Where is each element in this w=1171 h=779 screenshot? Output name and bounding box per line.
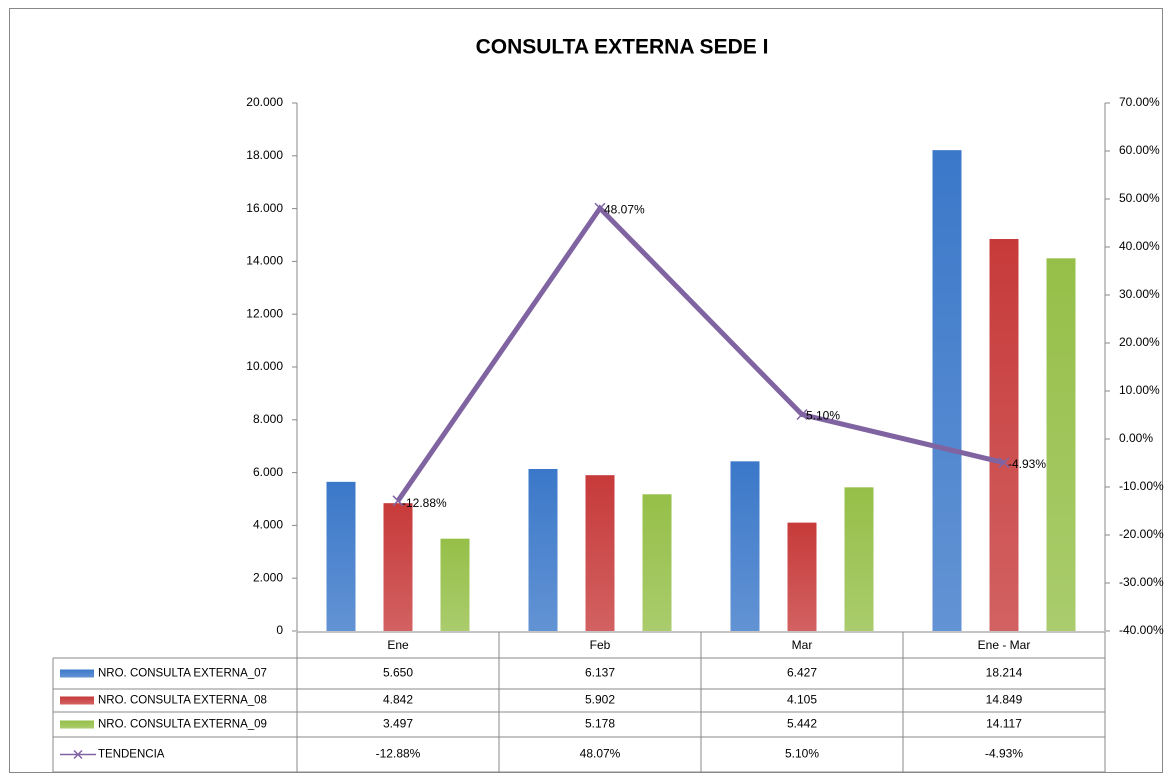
y-tick-label: 6.000 <box>253 465 283 479</box>
legend-key <box>60 720 94 729</box>
legend-label: NRO. CONSULTA EXTERNA_07 <box>98 668 267 680</box>
table-cell: 5.442 <box>787 717 817 731</box>
bar <box>730 461 760 631</box>
bar <box>585 475 615 631</box>
table-cell: 48.07% <box>580 747 621 761</box>
marker <box>392 495 404 507</box>
table-cell: 3.497 <box>383 717 413 731</box>
bar <box>932 150 962 632</box>
table-cell: 4.842 <box>383 693 413 707</box>
trend-line <box>395 204 1005 503</box>
table-cell: 14.849 <box>986 693 1023 707</box>
legend-label: TENDENCIA <box>98 749 165 761</box>
bar <box>642 494 672 631</box>
y2-tick-label: 50.00% <box>1119 191 1160 205</box>
y2-tick-label: -40.00% <box>1119 623 1164 637</box>
table-cell: 5.902 <box>585 693 615 707</box>
y-tick-label: 12.000 <box>246 306 283 320</box>
y-tick-label: 20.000 <box>246 95 283 109</box>
y2-tick-label: 60.00% <box>1119 143 1160 157</box>
y-tick-label: 14.000 <box>246 254 283 268</box>
table-cell: 6.137 <box>585 666 615 680</box>
y2-tick-label: 10.00% <box>1119 383 1160 397</box>
y-tick-label: 10.000 <box>246 359 283 373</box>
y-tick-label: 8.000 <box>253 412 283 426</box>
y2-tick-label: 20.00% <box>1119 335 1160 349</box>
legend-label: NRO. CONSULTA EXTERNA_09 <box>98 719 267 731</box>
table-cell: -12.88% <box>376 747 421 761</box>
y2-tick-label: -20.00% <box>1119 527 1164 541</box>
y-tick-label: 4.000 <box>253 518 283 532</box>
bar <box>989 238 1019 632</box>
bar <box>383 503 413 631</box>
y2-tick-label: 70.00% <box>1119 95 1160 109</box>
table-cell: 6.427 <box>787 666 817 680</box>
x-tick-label: Ene - Mar <box>978 638 1031 652</box>
x-tick-label: Feb <box>590 638 611 652</box>
data-label: 48.07% <box>604 202 645 216</box>
table-cell: 14.117 <box>986 717 1022 731</box>
y-tick-label: 2.000 <box>253 570 283 584</box>
y2-tick-label: -10.00% <box>1119 479 1164 493</box>
legend-label: NRO. CONSULTA EXTERNA_08 <box>98 695 267 707</box>
y-tick-label: 0 <box>276 623 283 637</box>
marker <box>998 457 1010 469</box>
legend-key <box>60 669 94 678</box>
bar <box>1046 258 1076 631</box>
table-cell: 5.10% <box>785 747 819 761</box>
x-tick-label: Ene <box>387 638 409 652</box>
data-label: 5.10% <box>806 409 840 423</box>
bar <box>440 538 470 631</box>
bar <box>528 468 558 631</box>
legend-marker <box>73 749 83 760</box>
marker <box>796 408 808 421</box>
y-tick-label: 16.000 <box>246 201 283 215</box>
y2-tick-label: -30.00% <box>1119 575 1164 589</box>
data-label: -12.88% <box>402 496 447 510</box>
data-label: -4.93% <box>1008 457 1046 471</box>
x-tick-label: Mar <box>792 638 813 652</box>
table-cell: 4.105 <box>787 693 817 707</box>
y2-tick-label: 0.00% <box>1119 431 1153 445</box>
chart-border <box>9 8 1163 773</box>
table-cell: 5.650 <box>383 666 413 680</box>
table-cell: 18.214 <box>986 666 1023 680</box>
bar <box>326 481 356 631</box>
legend-key <box>60 696 94 705</box>
y2-tick-label: 40.00% <box>1119 239 1160 253</box>
y2-tick-label: 30.00% <box>1119 287 1160 301</box>
table-cell: 5.178 <box>585 717 615 731</box>
bar <box>844 487 874 631</box>
marker <box>594 202 606 214</box>
table-cell: -4.93% <box>985 747 1023 761</box>
y-tick-label: 18.000 <box>246 148 283 162</box>
chart-title: CONSULTA EXTERNA SEDE I <box>476 36 769 59</box>
bar <box>787 522 817 631</box>
